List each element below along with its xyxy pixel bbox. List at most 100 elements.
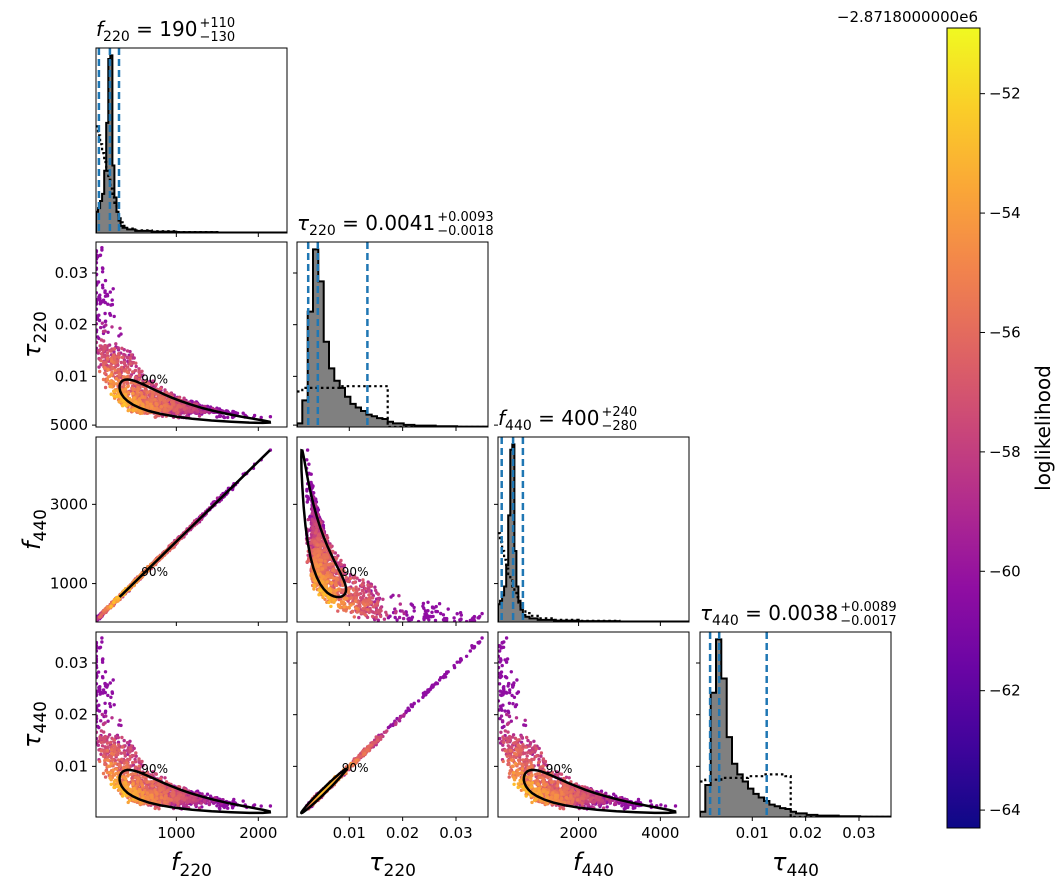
sample-point xyxy=(366,580,370,584)
sample-point xyxy=(103,319,108,324)
sample-point xyxy=(316,564,320,568)
y-tick-label: 1000 xyxy=(50,575,88,593)
sample-point xyxy=(103,670,108,674)
sample-point xyxy=(120,388,125,392)
sample-point xyxy=(363,604,367,608)
sample-point xyxy=(367,589,371,593)
sample-point xyxy=(96,280,99,284)
scatter-points xyxy=(304,448,484,622)
sample-point xyxy=(358,604,362,609)
sample-point xyxy=(252,803,257,807)
sample-point xyxy=(326,595,331,600)
sample-point xyxy=(362,591,366,595)
sample-point xyxy=(222,415,227,420)
sample-point xyxy=(373,585,377,589)
sample-point xyxy=(381,597,385,601)
sample-point xyxy=(422,606,426,610)
sample-point xyxy=(105,356,110,360)
sample-point xyxy=(360,583,364,587)
sample-point xyxy=(145,404,149,408)
sample-point xyxy=(108,290,113,294)
sample-point xyxy=(110,366,115,370)
sample-point xyxy=(305,560,309,564)
sample-point xyxy=(464,619,469,622)
sample-point xyxy=(332,600,336,604)
sample-point xyxy=(402,611,406,616)
sample-point xyxy=(150,382,154,386)
sample-point xyxy=(331,576,336,580)
sample-point xyxy=(150,773,154,777)
sample-point xyxy=(232,410,236,414)
sample-point xyxy=(341,600,346,605)
sample-point xyxy=(120,735,124,740)
sample-point xyxy=(98,253,103,257)
sample-point xyxy=(354,606,358,611)
sample-point xyxy=(342,569,346,573)
sample-point xyxy=(96,706,99,710)
sample-point xyxy=(117,400,121,404)
sample-point xyxy=(391,593,395,597)
sample-point xyxy=(119,751,124,755)
sample-point xyxy=(158,398,163,402)
sample-point xyxy=(356,592,361,597)
sample-point xyxy=(103,278,108,283)
sample-point xyxy=(395,618,399,622)
sample-point xyxy=(435,609,440,614)
sample-point xyxy=(106,330,110,334)
prior-histogram xyxy=(96,125,287,233)
sample-point xyxy=(97,356,101,361)
sample-point xyxy=(317,593,321,597)
sample-point xyxy=(151,379,155,383)
sample-point xyxy=(110,325,114,329)
sample-point xyxy=(352,588,356,592)
sample-point xyxy=(101,349,106,353)
sample-point xyxy=(109,373,113,377)
sample-point xyxy=(123,754,128,758)
sample-point xyxy=(122,352,126,357)
contour-label: 90% xyxy=(141,565,168,579)
sample-point xyxy=(428,614,433,619)
sample-point xyxy=(100,321,105,325)
sample-point xyxy=(96,249,99,254)
sample-point xyxy=(364,599,368,603)
sample-point xyxy=(329,589,333,593)
sample-point xyxy=(325,580,329,584)
sample-point xyxy=(128,356,133,360)
sample-point xyxy=(318,572,322,576)
sample-point xyxy=(241,799,245,803)
sample-point xyxy=(108,704,113,709)
sample-point xyxy=(328,587,332,591)
sample-point xyxy=(430,610,434,614)
sample-point xyxy=(110,690,114,694)
sample-point xyxy=(122,383,126,388)
sample-point xyxy=(316,543,320,547)
sample-point xyxy=(312,584,317,589)
sample-point xyxy=(96,690,99,694)
sample-point xyxy=(361,594,366,598)
sample-point xyxy=(318,546,323,550)
sample-point xyxy=(98,645,103,649)
sample-point xyxy=(100,712,105,717)
sample-point xyxy=(125,748,130,753)
sample-point xyxy=(159,405,164,409)
sample-point xyxy=(97,318,102,323)
sample-point xyxy=(363,586,368,591)
sample-point xyxy=(105,351,110,355)
sample-point xyxy=(96,743,101,747)
sample-point xyxy=(452,619,457,622)
sample-point xyxy=(120,365,124,370)
y-tick-label: 3000 xyxy=(50,495,88,513)
sample-point xyxy=(128,362,132,366)
sample-point xyxy=(128,739,132,743)
sample-point xyxy=(140,395,145,399)
sample-point xyxy=(331,567,335,572)
sample-point xyxy=(125,349,130,353)
sample-point xyxy=(120,346,124,350)
sample-point xyxy=(96,261,99,265)
sample-point xyxy=(105,378,110,382)
sample-point xyxy=(371,605,376,609)
sample-point xyxy=(313,550,318,554)
sample-point xyxy=(114,365,118,369)
sample-point xyxy=(96,351,101,355)
